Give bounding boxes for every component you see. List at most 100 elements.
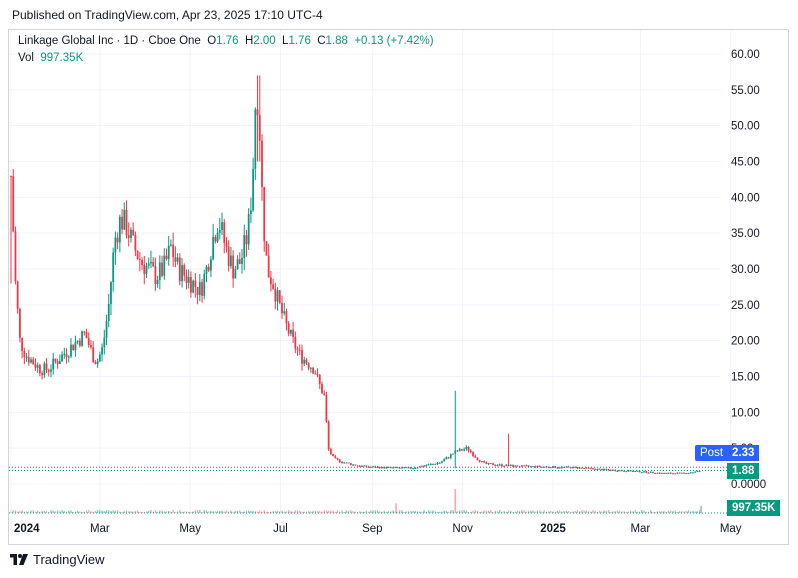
volume-bar xyxy=(192,511,194,513)
candle-body xyxy=(427,464,430,466)
candle-body xyxy=(27,356,30,363)
candle-body xyxy=(398,467,401,469)
candle-body xyxy=(67,356,70,358)
candle-body xyxy=(136,250,139,260)
volume-bar xyxy=(365,510,368,513)
volume-bar xyxy=(21,510,23,513)
candle-body xyxy=(101,347,103,355)
candle-body xyxy=(687,473,690,475)
candle-body xyxy=(345,462,348,464)
volume-bar xyxy=(227,511,230,513)
volume-bar xyxy=(19,511,21,513)
volume-bar xyxy=(399,510,401,513)
candle-body xyxy=(576,467,579,469)
volume-bar xyxy=(294,510,297,513)
x-tick-label: 2025 xyxy=(540,523,566,535)
volume-bar xyxy=(501,511,503,513)
candle-body xyxy=(618,470,621,472)
volume-bar xyxy=(312,510,314,513)
volume-bar xyxy=(652,511,654,513)
volume-bar xyxy=(581,510,583,513)
volume-bar xyxy=(576,510,579,513)
vol-label: Vol xyxy=(18,52,34,64)
volume-bar xyxy=(656,511,659,513)
candle-body xyxy=(167,245,170,259)
volume-bar xyxy=(496,511,499,513)
candle-body xyxy=(454,450,457,454)
candle-body xyxy=(352,464,354,466)
volume-bar xyxy=(516,510,519,513)
candle-body xyxy=(472,452,474,456)
volume-bar xyxy=(352,511,354,513)
volume-bar xyxy=(105,510,108,513)
candle-body xyxy=(525,465,528,467)
volume-bar xyxy=(343,511,345,513)
volume-bar xyxy=(367,511,370,513)
volume-bar xyxy=(245,510,248,513)
volume-bar xyxy=(221,510,223,513)
volume-bar xyxy=(179,510,181,513)
candle-body xyxy=(34,364,37,368)
volume-bar xyxy=(583,510,585,513)
candle-body xyxy=(87,338,90,346)
volume-bar xyxy=(299,510,301,513)
volume-bar xyxy=(416,511,419,513)
candle-body xyxy=(396,467,399,469)
volume-bar xyxy=(156,511,159,513)
candle-body xyxy=(301,350,303,364)
high-label: H xyxy=(244,35,254,47)
volume-bar xyxy=(314,510,317,513)
volume-bar xyxy=(674,510,676,513)
candle-body xyxy=(343,462,346,464)
candle-body xyxy=(76,340,79,343)
volume-bar xyxy=(43,511,46,513)
candle-body xyxy=(156,279,159,284)
y-tick-label: 10.00 xyxy=(731,407,760,419)
candle-body xyxy=(372,466,374,468)
volume-bar xyxy=(643,510,645,513)
candle-body xyxy=(329,449,332,454)
candle-body xyxy=(394,467,397,469)
candle-body xyxy=(147,263,150,266)
volume-bar xyxy=(556,510,559,513)
volume-bar xyxy=(23,511,26,513)
volume-bar xyxy=(79,511,81,513)
candle-body xyxy=(21,337,24,352)
candle-body xyxy=(165,255,168,259)
volume-bar xyxy=(143,511,145,513)
volume-bar xyxy=(530,510,532,513)
volume-bar xyxy=(456,511,459,513)
candle-body xyxy=(649,471,652,473)
volume-bar xyxy=(45,511,48,513)
candle-body xyxy=(30,359,32,363)
volume-bar xyxy=(339,511,341,513)
candle-body xyxy=(481,460,483,462)
volume-bar xyxy=(48,511,50,513)
volume-bar xyxy=(518,510,521,513)
volume-bar xyxy=(483,510,485,513)
volume-bar xyxy=(316,510,319,513)
volume-bar xyxy=(452,510,454,513)
candle-body xyxy=(489,463,492,465)
volume-bar xyxy=(432,510,434,513)
candle-body xyxy=(289,329,292,334)
volume-bar xyxy=(607,510,610,513)
volume-bar xyxy=(592,510,594,513)
candle-body xyxy=(72,344,75,351)
volume-bar xyxy=(261,511,263,513)
volume-bar xyxy=(492,511,494,513)
candle-body xyxy=(143,264,146,274)
volume-bar xyxy=(336,510,339,513)
volume-bar xyxy=(234,511,237,513)
volume-bar xyxy=(287,510,290,513)
tradingview-brand[interactable]: TradingView xyxy=(10,552,105,567)
candle-body xyxy=(423,465,426,467)
volume-bar xyxy=(392,510,394,513)
symbol-name[interactable]: Linkage Global Inc · 1D · Cboe One xyxy=(18,35,201,47)
candle-body xyxy=(496,465,499,467)
candle-body xyxy=(307,363,310,369)
volume-bar xyxy=(623,511,625,513)
volume-bar xyxy=(279,511,281,513)
candle-body xyxy=(636,470,639,472)
